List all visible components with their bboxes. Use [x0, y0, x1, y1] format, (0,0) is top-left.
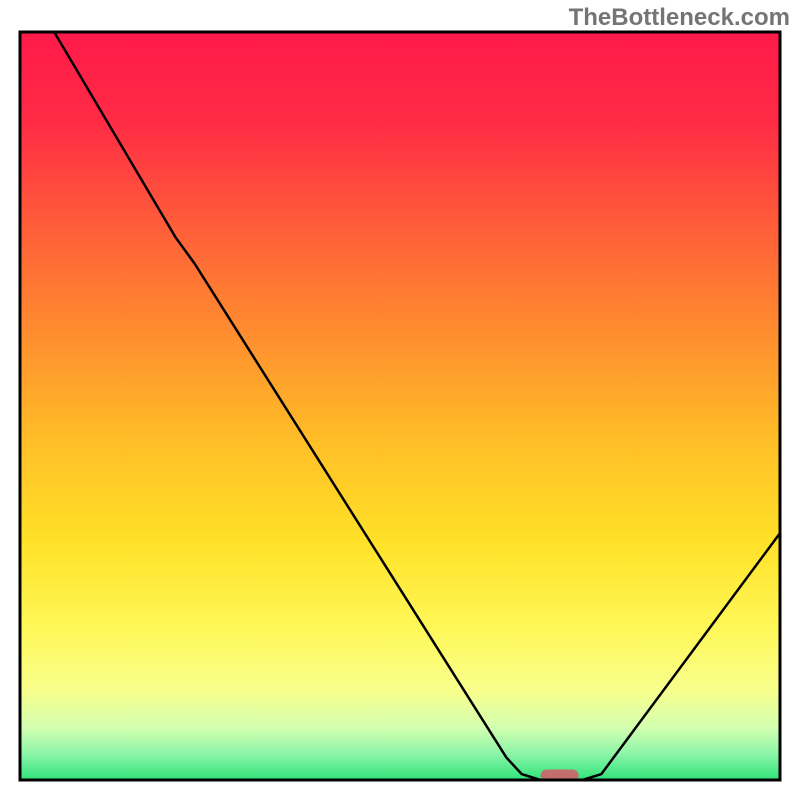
bottleneck-chart: [0, 0, 800, 800]
watermark-text: TheBottleneck.com: [569, 4, 790, 32]
plot-background: [20, 32, 780, 780]
